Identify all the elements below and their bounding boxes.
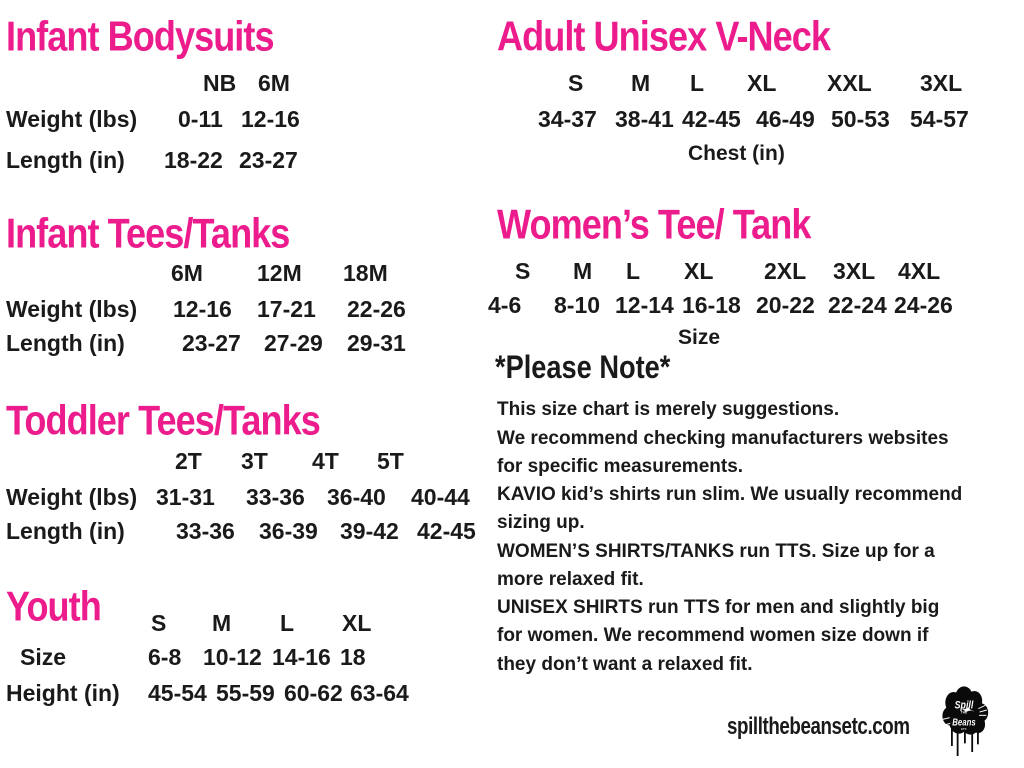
svg-text:THE: THE	[961, 710, 968, 714]
svg-text:Beans: Beans	[952, 716, 975, 727]
